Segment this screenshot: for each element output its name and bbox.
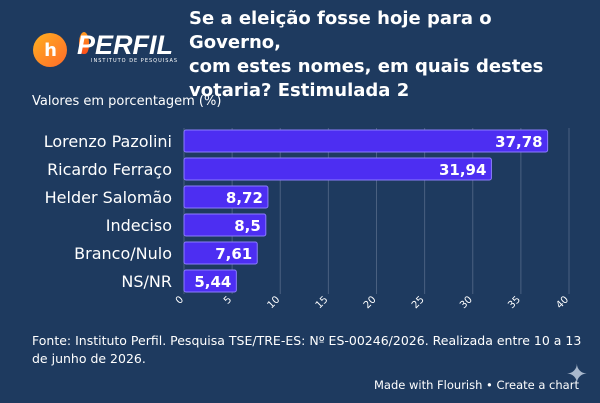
bar — [183, 213, 267, 237]
category-label: Lorenzo Pazolini — [44, 132, 172, 151]
category-label: NS/NR — [121, 272, 172, 291]
x-tick-label: 15 — [314, 294, 331, 311]
category-label: Indeciso — [106, 216, 172, 235]
x-tick-label: 40 — [554, 294, 571, 311]
sparkle-icon: ✦ — [566, 360, 588, 390]
bar — [183, 241, 258, 265]
flourish-credit-link[interactable]: Made with Flourish • Create a chart — [374, 378, 579, 392]
x-tick-label: 25 — [410, 294, 427, 311]
logo-h-text: h — [44, 39, 57, 61]
data-label: 8,72 — [226, 189, 263, 207]
data-label: 7,61 — [215, 245, 252, 263]
data-label: 8,5 — [234, 217, 261, 235]
bar — [183, 269, 237, 293]
bar — [183, 185, 269, 209]
logo-perfil: PERFIL INSTITUTO DE PESQUISAS — [77, 30, 187, 66]
source-note: Fonte: Instituto Perfil. Pesquisa TSE/TR… — [32, 333, 582, 366]
logo-perfil-subtext: INSTITUTO DE PESQUISAS — [91, 58, 179, 64]
category-label: Branco/Nulo — [74, 244, 172, 263]
bar — [183, 157, 492, 181]
category-label: Helder Salomão — [45, 188, 172, 207]
data-label: 31,94 — [439, 161, 486, 179]
data-label: 37,78 — [495, 133, 542, 151]
x-tick-label: 10 — [266, 294, 283, 311]
x-tick-label: 5 — [222, 294, 234, 306]
x-tick-label: 35 — [506, 294, 523, 311]
logo-perfil-text: PERFIL — [77, 30, 174, 60]
chart-subtitle: Valores em porcentagem (%) — [32, 94, 222, 109]
logo-h-icon: h — [33, 33, 67, 67]
bar — [183, 129, 549, 153]
data-label: 5,44 — [194, 273, 231, 291]
x-tick-label: 20 — [362, 294, 379, 311]
logo-flame-icon — [79, 32, 89, 54]
x-tick-label: 30 — [458, 294, 475, 311]
chart-title: Se a eleição fosse hoje para o Governo, … — [189, 8, 544, 101]
x-tick-label: 0 — [174, 294, 186, 306]
category-label: Ricardo Ferraço — [47, 160, 172, 179]
